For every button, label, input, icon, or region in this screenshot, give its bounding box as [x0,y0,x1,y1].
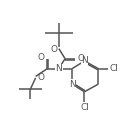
Text: N: N [69,80,75,89]
Text: O: O [77,54,84,63]
Text: Cl: Cl [109,64,118,73]
Text: O: O [38,53,45,62]
Text: O: O [38,73,45,82]
Text: N: N [81,56,88,65]
Text: O: O [50,45,57,54]
Text: Cl: Cl [80,103,89,112]
Text: N: N [56,64,62,73]
